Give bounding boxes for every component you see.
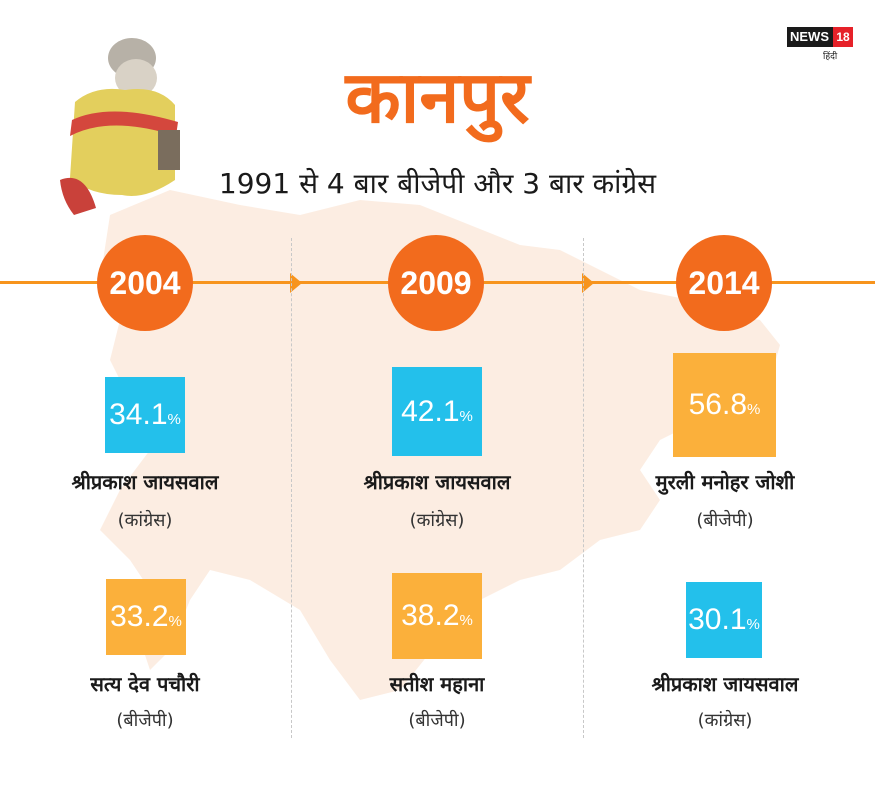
candidate-name: श्रीप्रकाश जायसवाल xyxy=(363,470,511,494)
vote-share-box: 38.2% xyxy=(392,573,482,659)
vote-share-value: 30.1 xyxy=(688,603,747,636)
vote-share-box: 56.8% xyxy=(673,353,776,457)
news18-logo: NEWS 18 हिंदी xyxy=(787,27,857,67)
percent-sign: % xyxy=(459,408,473,425)
vote-share-value: 34.1 xyxy=(109,398,168,431)
candidate-name: सत्य देव पचौरी xyxy=(90,672,200,696)
candidate-party: (बीजेपी) xyxy=(116,710,174,731)
candidate-name: मुरली मनोहर जोशी xyxy=(655,470,795,494)
percent-sign: % xyxy=(746,616,760,633)
vote-share-value: 56.8 xyxy=(688,388,748,421)
vote-share-value: 38.2 xyxy=(401,599,460,632)
vote-share-value: 33.2 xyxy=(110,600,169,633)
candidate-name: श्रीप्रकाश जायसवाल xyxy=(651,672,799,696)
candidate-name: सतीश महाना xyxy=(389,672,485,696)
candidate-name: श्रीप्रकाश जायसवाल xyxy=(71,470,219,494)
page-title: कानपुर xyxy=(345,55,530,139)
vote-share-box: 34.1% xyxy=(105,377,185,453)
vote-share-value: 42.1 xyxy=(401,395,460,428)
vote-share-box: 33.2% xyxy=(106,579,186,655)
timeline-arrow xyxy=(290,273,302,293)
percent-sign: % xyxy=(747,401,761,418)
timeline-arrow xyxy=(582,273,594,293)
percent-sign: % xyxy=(459,612,473,629)
year-badge: 2009 xyxy=(388,235,484,331)
vote-share-box: 30.1% xyxy=(686,582,762,658)
page-subtitle: 1991 से 4 बार बीजेपी और 3 बार कांग्रेस xyxy=(218,167,657,200)
column-divider xyxy=(291,238,292,738)
candidate-party: (कांग्रेस) xyxy=(409,510,465,531)
logo-subtitle: हिंदी xyxy=(823,52,838,62)
percent-sign: % xyxy=(168,613,182,630)
year-badge: 2014 xyxy=(676,235,772,331)
year-badge: 2004 xyxy=(97,235,193,331)
politician-illustration xyxy=(60,38,180,215)
candidate-party: (बीजेपी) xyxy=(696,510,754,531)
vote-share-box: 42.1% xyxy=(392,367,482,456)
column-divider xyxy=(583,238,584,738)
logo-number-badge: 18 xyxy=(833,27,853,47)
candidate-party: (कांग्रेस) xyxy=(117,510,173,531)
candidate-party: (बीजेपी) xyxy=(408,710,466,731)
percent-sign: % xyxy=(167,411,181,428)
candidate-party: (कांग्रेस) xyxy=(697,710,753,731)
